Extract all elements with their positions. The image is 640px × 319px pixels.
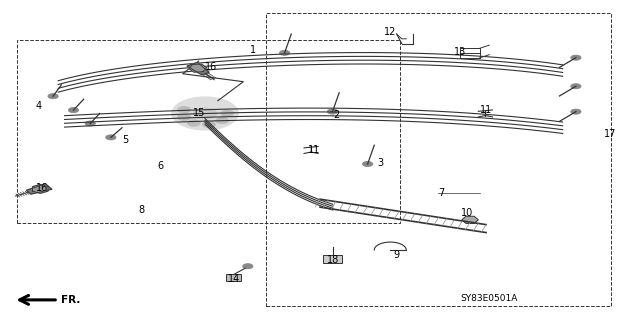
Text: 16: 16 xyxy=(36,183,49,193)
Bar xyxy=(266,13,611,306)
Polygon shape xyxy=(26,184,52,194)
Text: SY83E0501A: SY83E0501A xyxy=(461,294,518,303)
Text: 16: 16 xyxy=(205,63,218,72)
Text: 12: 12 xyxy=(384,27,396,37)
Bar xyxy=(323,255,342,263)
Circle shape xyxy=(178,114,191,121)
Circle shape xyxy=(193,108,216,119)
Circle shape xyxy=(571,84,581,89)
Polygon shape xyxy=(462,216,478,223)
Circle shape xyxy=(178,107,191,113)
Circle shape xyxy=(172,97,238,130)
Text: 7: 7 xyxy=(438,188,444,198)
Circle shape xyxy=(328,109,338,114)
Text: 8: 8 xyxy=(138,205,144,215)
Circle shape xyxy=(68,108,79,113)
Circle shape xyxy=(202,121,215,128)
Text: 4: 4 xyxy=(36,100,42,110)
Text: 2: 2 xyxy=(333,110,339,120)
Circle shape xyxy=(362,161,372,167)
Polygon shape xyxy=(187,63,209,75)
Text: 1: 1 xyxy=(250,45,256,55)
Text: 9: 9 xyxy=(394,250,400,260)
Circle shape xyxy=(221,110,234,117)
Circle shape xyxy=(216,117,228,124)
Text: 5: 5 xyxy=(122,136,129,145)
Text: 11: 11 xyxy=(307,145,320,155)
Circle shape xyxy=(243,264,253,269)
Text: 15: 15 xyxy=(193,108,205,118)
Bar xyxy=(17,41,400,223)
Text: 13: 13 xyxy=(454,47,467,56)
Polygon shape xyxy=(33,184,48,193)
Text: 18: 18 xyxy=(326,255,339,264)
Text: 17: 17 xyxy=(604,129,617,139)
Circle shape xyxy=(106,135,116,140)
Text: 14: 14 xyxy=(228,274,240,284)
Text: 3: 3 xyxy=(378,158,384,168)
Text: 6: 6 xyxy=(157,161,163,171)
Text: 11: 11 xyxy=(480,105,492,115)
Circle shape xyxy=(188,120,200,126)
Circle shape xyxy=(280,50,290,56)
Circle shape xyxy=(571,55,581,60)
Circle shape xyxy=(85,121,95,126)
Text: 10: 10 xyxy=(461,209,473,219)
Circle shape xyxy=(48,94,58,99)
Circle shape xyxy=(571,109,581,114)
Polygon shape xyxy=(189,64,207,72)
Bar xyxy=(226,274,241,281)
Text: FR.: FR. xyxy=(61,295,81,305)
